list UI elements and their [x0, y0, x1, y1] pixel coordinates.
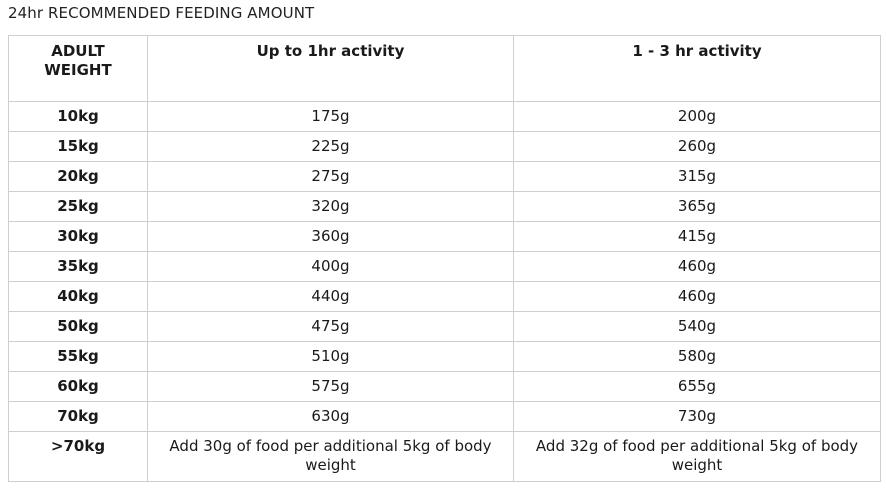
up-to-1hr-cell: 225g	[147, 131, 514, 162]
up-to-1hr-cell: 320g	[147, 191, 514, 222]
table-row: 70kg 630g 730g	[8, 401, 881, 432]
table-row: 30kg 360g 415g	[8, 221, 881, 252]
weight-cell: >70kg	[8, 431, 148, 482]
feeding-table: ADULT WEIGHT Up to 1hr activity 1 - 3 hr…	[8, 35, 881, 482]
one-to-3hr-cell: Add 32g of food per additional 5kg of bo…	[513, 431, 881, 482]
one-to-3hr-cell: 460g	[513, 251, 881, 282]
weight-cell: 40kg	[8, 281, 148, 312]
table-caption: 24hr RECOMMENDED FEEDING AMOUNT	[8, 4, 315, 22]
up-to-1hr-cell: 275g	[147, 161, 514, 192]
one-to-3hr-cell: 460g	[513, 281, 881, 312]
one-to-3hr-cell: 580g	[513, 341, 881, 372]
up-to-1hr-cell: 510g	[147, 341, 514, 372]
weight-cell: 20kg	[8, 161, 148, 192]
weight-cell: 25kg	[8, 191, 148, 222]
up-to-1hr-cell: 630g	[147, 401, 514, 432]
up-to-1hr-cell: 475g	[147, 311, 514, 342]
weight-cell: 50kg	[8, 311, 148, 342]
one-to-3hr-cell: 655g	[513, 371, 881, 402]
table-row: 55kg 510g 580g	[8, 341, 881, 372]
weight-cell: 60kg	[8, 371, 148, 402]
up-to-1hr-cell: Add 30g of food per additional 5kg of bo…	[147, 431, 514, 482]
header-1-3hr: 1 - 3 hr activity	[513, 35, 881, 102]
table-header-row: ADULT WEIGHT Up to 1hr activity 1 - 3 hr…	[8, 35, 881, 102]
weight-cell: 30kg	[8, 221, 148, 252]
table-row: 35kg 400g 460g	[8, 251, 881, 282]
one-to-3hr-cell: 315g	[513, 161, 881, 192]
one-to-3hr-cell: 365g	[513, 191, 881, 222]
table-row: 25kg 320g 365g	[8, 191, 881, 222]
up-to-1hr-cell: 360g	[147, 221, 514, 252]
up-to-1hr-cell: 440g	[147, 281, 514, 312]
header-adult-weight: ADULT WEIGHT	[8, 35, 148, 102]
weight-cell: 15kg	[8, 131, 148, 162]
one-to-3hr-cell: 260g	[513, 131, 881, 162]
one-to-3hr-cell: 730g	[513, 401, 881, 432]
weight-cell: 35kg	[8, 251, 148, 282]
table-row: 20kg 275g 315g	[8, 161, 881, 192]
one-to-3hr-cell: 415g	[513, 221, 881, 252]
up-to-1hr-cell: 175g	[147, 101, 514, 132]
table-row: 60kg 575g 655g	[8, 371, 881, 402]
header-up-to-1hr: Up to 1hr activity	[147, 35, 514, 102]
weight-cell: 70kg	[8, 401, 148, 432]
weight-cell: 10kg	[8, 101, 148, 132]
weight-cell: 55kg	[8, 341, 148, 372]
up-to-1hr-cell: 400g	[147, 251, 514, 282]
table-row: 15kg 225g 260g	[8, 131, 881, 162]
table-row: >70kg Add 30g of food per additional 5kg…	[8, 431, 881, 482]
header-weight-line1: ADULT	[51, 42, 105, 60]
table-row: 50kg 475g 540g	[8, 311, 881, 342]
header-weight-line2: WEIGHT	[44, 61, 112, 79]
one-to-3hr-cell: 200g	[513, 101, 881, 132]
table-row: 10kg 175g 200g	[8, 101, 881, 132]
one-to-3hr-cell: 540g	[513, 311, 881, 342]
table-row: 40kg 440g 460g	[8, 281, 881, 312]
up-to-1hr-cell: 575g	[147, 371, 514, 402]
